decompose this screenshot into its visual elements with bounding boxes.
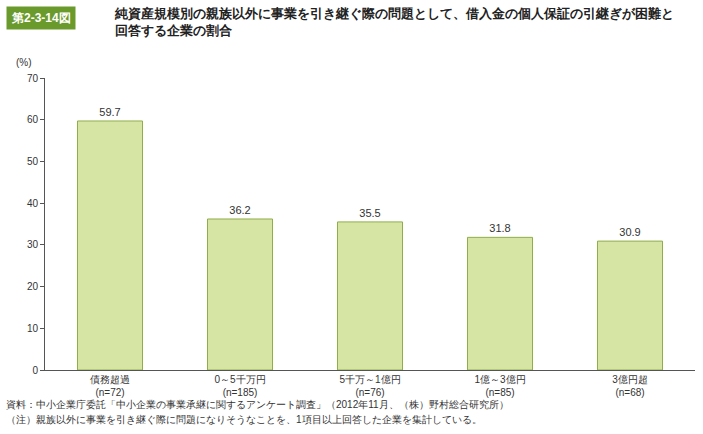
svg-text:50: 50 <box>27 156 39 167</box>
svg-text:31.8: 31.8 <box>489 222 510 234</box>
svg-text:0: 0 <box>32 365 38 376</box>
svg-text:1億～3億円(n=85): 1億～3億円(n=85) <box>474 374 525 398</box>
svg-text:（注）親族以外に事業を引き継ぐ際に問題になりそうなことを、1: （注）親族以外に事業を引き継ぐ際に問題になりそうなことを、1項目以上回答した企業… <box>6 414 482 425</box>
svg-text:35.5: 35.5 <box>359 207 380 219</box>
svg-text:40: 40 <box>27 198 39 209</box>
svg-text:0～5千万円(n=185): 0～5千万円(n=185) <box>214 374 265 398</box>
svg-text:債務超過(n=72): 債務超過(n=72) <box>90 374 130 398</box>
svg-text:30: 30 <box>27 239 39 250</box>
svg-text:3億円超(n=68): 3億円超(n=68) <box>612 374 648 398</box>
svg-text:60: 60 <box>27 114 39 125</box>
svg-text:70: 70 <box>27 73 39 84</box>
svg-text:20: 20 <box>27 281 39 292</box>
svg-text:10: 10 <box>27 323 39 334</box>
svg-text:純資産規模別の親族以外に事業を引き継ぐ際の問題として、借入金: 純資産規模別の親族以外に事業を引き継ぐ際の問題として、借入金の個人保証の引継ぎが… <box>114 6 674 38</box>
svg-text:59.7: 59.7 <box>99 106 120 118</box>
svg-text:資料：中小企業庁委託「中小企業の事業承継に関するアンケート調: 資料：中小企業庁委託「中小企業の事業承継に関するアンケート調査」（2012年11… <box>6 399 509 410</box>
svg-text:30.9: 30.9 <box>619 226 640 238</box>
svg-text:36.2: 36.2 <box>229 204 250 216</box>
svg-text:(%): (%) <box>16 57 32 68</box>
svg-text:第2-3-14図: 第2-3-14図 <box>11 11 71 25</box>
svg-text:5千万～1億円(n=76): 5千万～1億円(n=76) <box>339 374 400 398</box>
